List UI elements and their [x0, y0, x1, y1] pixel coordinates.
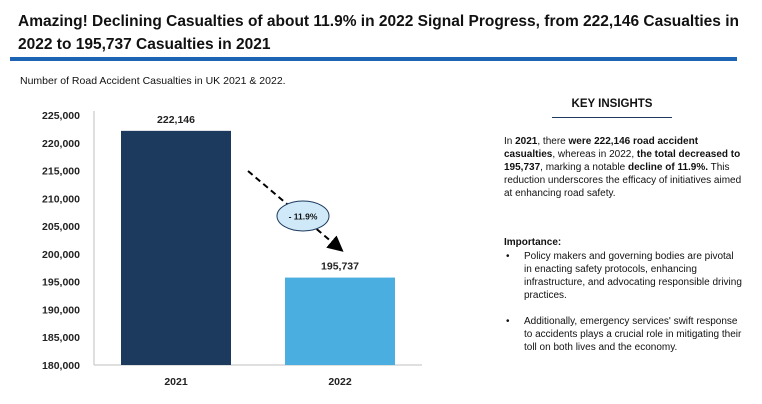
bar-chart: 180,000 185,000 190,000 195,000 200,000 205,0… [42, 110, 422, 388]
insights-text-bold: decline of 11.9%. [627, 162, 709, 173]
x-tick-label: 2022 [328, 376, 352, 388]
y-tick-label: 205,000 [42, 221, 80, 233]
chart-title: Number of Road Accident Casualties in UK… [20, 75, 286, 87]
insights-heading: KEY INSIGHTS [571, 98, 653, 110]
data-label: 222,146 [157, 114, 195, 126]
y-tick-label: 200,000 [42, 249, 80, 261]
insights-text: , there [537, 136, 569, 147]
y-tick-label: 210,000 [42, 193, 80, 205]
insights-text-bold: 2021 [515, 136, 538, 147]
importance-list: Policy makers and governing bodies are p… [504, 250, 744, 367]
y-tick-label: 225,000 [42, 110, 80, 122]
insights-text: , marking a notable [540, 162, 628, 173]
insights-text: This reduction underscores the efficacy … [504, 162, 742, 199]
insights-text: , whereas in 2022, [552, 149, 637, 160]
insights-text: In [504, 136, 516, 147]
y-tick-label: 185,000 [42, 332, 80, 344]
y-tick-label: 215,000 [42, 166, 80, 178]
importance-heading: Importance: [504, 237, 562, 248]
list-item: Additionally, emergency services' swift … [504, 315, 744, 354]
bar-2021 [121, 130, 231, 365]
list-item: Policy makers and governing bodies are p… [504, 250, 744, 302]
y-tick-label: 195,000 [42, 277, 80, 289]
title-divider [10, 57, 737, 61]
insights-text-bold: were 222,146 road accident casualties [504, 136, 699, 160]
x-tick-label: 2021 [164, 376, 188, 388]
bar-2022 [285, 277, 395, 365]
insights-paragraph: In 2021, there were 222,146 road acciden… [504, 135, 744, 200]
page-title: Amazing! Declining Casualties of about 1… [18, 13, 739, 53]
data-label: 195,737 [321, 261, 359, 273]
y-tick-label: 180,000 [42, 360, 80, 372]
change-label: - 11.9% [289, 212, 318, 222]
insights-text-bold: the total decreased to 195,737 [504, 149, 741, 173]
y-tick-label: 220,000 [42, 138, 80, 150]
y-tick-label: 190,000 [42, 304, 80, 316]
insights-divider [552, 117, 672, 118]
change-badge [276, 200, 330, 232]
